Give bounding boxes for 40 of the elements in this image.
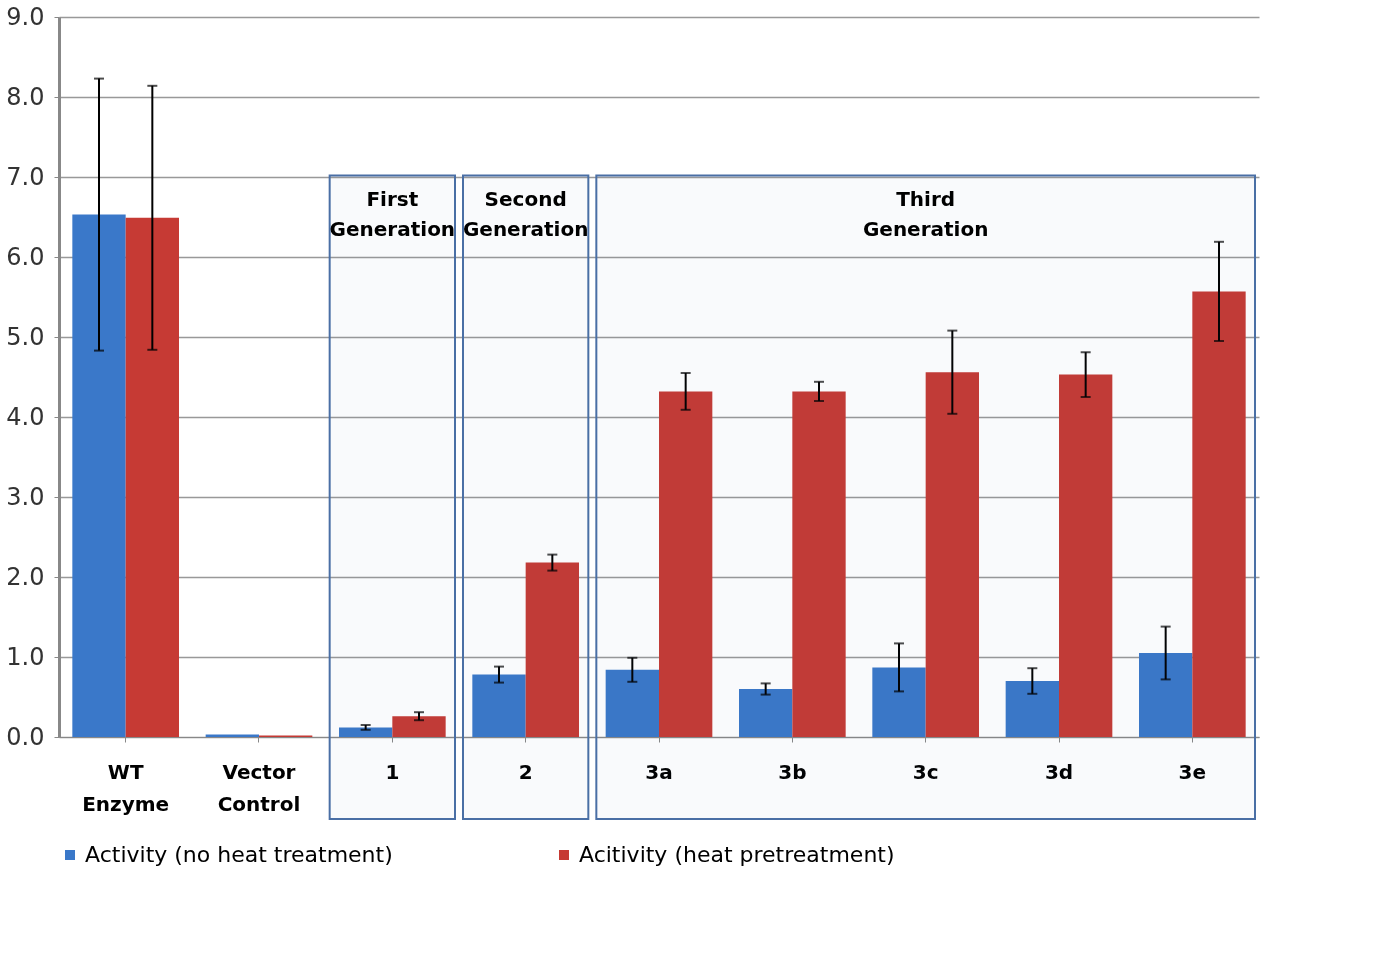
y-tick-label: 3.0 (6, 482, 45, 511)
bar (1005, 681, 1059, 737)
bar (792, 391, 846, 737)
x-tick-label: WT Enzyme (82, 759, 170, 816)
y-tick-label: 8.0 (6, 82, 45, 111)
band-label: Third Generation (862, 187, 989, 242)
y-tick-label: 1.0 (6, 642, 45, 671)
x-tick-label: 3e (1178, 759, 1207, 784)
y-tick-label: 5.0 (6, 322, 45, 351)
bar (392, 716, 446, 737)
x-tick-label: 3a (645, 759, 673, 784)
x-tick-label: 3b (778, 759, 807, 784)
bar (739, 689, 793, 737)
x-tick-label: 1 (385, 759, 400, 784)
band-label: Second Generation (462, 187, 589, 242)
bar (72, 214, 126, 737)
bar (339, 727, 393, 737)
bar (125, 217, 179, 737)
bar (925, 372, 979, 737)
y-tick-label: 7.0 (6, 162, 45, 191)
legend-label: Acitivity (heat pretreatment) (579, 842, 895, 867)
bar (1139, 653, 1193, 737)
band-label: First Generation (329, 187, 456, 242)
bar (1192, 291, 1246, 737)
y-tick-label: 0.0 (6, 722, 45, 751)
x-tick-label: Vector Control (217, 759, 301, 816)
y-tick-label: 6.0 (6, 242, 45, 271)
bar (472, 674, 526, 737)
y-tick-label: 9.0 (6, 2, 45, 31)
bar (1059, 374, 1113, 737)
x-tick-label: 3c (912, 759, 939, 784)
bar (872, 667, 926, 737)
bar (605, 669, 659, 737)
bar (659, 391, 713, 737)
legend-label: Activity (no heat treatment) (85, 842, 393, 867)
y-tick-label: 2.0 (6, 562, 45, 591)
x-tick-label: 3d (1044, 759, 1074, 784)
bar (525, 562, 579, 737)
y-tick-label: 4.0 (6, 402, 45, 431)
x-tick-label: 2 (518, 759, 533, 784)
